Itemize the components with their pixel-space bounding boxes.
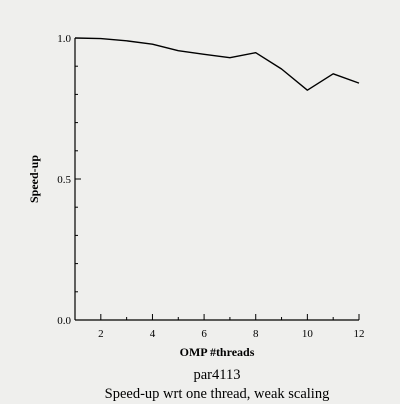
x-axis-label: OMP #threads [180, 345, 255, 359]
x-tick-label: 2 [98, 328, 104, 340]
y-ticks: 0.0 0.5 1.0 [57, 33, 81, 327]
x-tick-label: 10 [302, 328, 314, 340]
y-axis-label: Speed-up [27, 155, 41, 203]
axes [74, 38, 359, 321]
x-tick-label: 12 [354, 328, 365, 340]
y-tick-label: 0.0 [57, 315, 71, 327]
chart-title: par4113 [194, 367, 241, 383]
x-tick-label: 4 [150, 328, 156, 340]
x-tick-label: 8 [253, 328, 259, 340]
series-group [74, 37, 360, 91]
chart-subtitle: Speed-up wrt one thread, weak scaling [105, 386, 330, 402]
y-tick-label: 0.5 [57, 174, 71, 186]
series-line [74, 37, 360, 91]
y-tick-label: 1.0 [57, 33, 71, 45]
x-tick-label: 6 [201, 328, 207, 340]
x-ticks: 2 4 6 8 10 12 [74, 314, 365, 340]
